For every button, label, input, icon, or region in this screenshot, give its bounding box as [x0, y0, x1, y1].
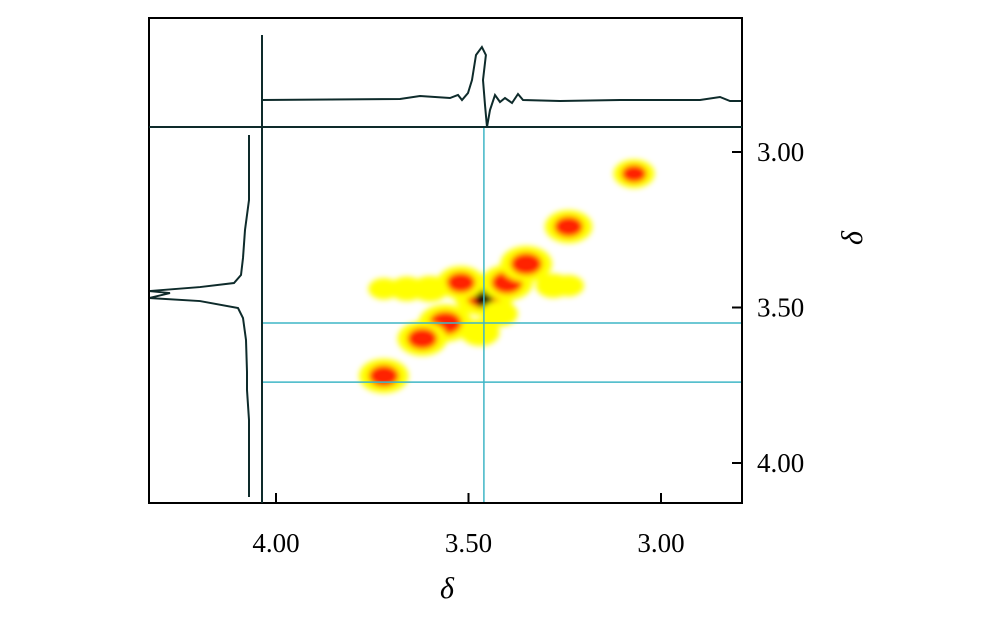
peak-13-outer [368, 278, 400, 300]
peak-4-mid [407, 327, 438, 350]
plot-frame [148, 17, 743, 504]
y-tick-label-0: 3.00 [757, 137, 804, 167]
x-tick-label-0: 4.00 [252, 528, 299, 558]
peak-8-mid [621, 164, 647, 183]
peak-10-outer [389, 276, 425, 301]
outer-frame [148, 17, 743, 504]
y-tick-label-2: 4.00 [757, 448, 804, 478]
x-axis-label: δ [440, 572, 455, 605]
axis-ticks: 4.00 3.50 3.00 3.00 3.50 4.00 [252, 137, 804, 558]
peak-7-mid [368, 365, 399, 387]
cursor-lines [262, 127, 742, 503]
y-axis-label: δ [836, 230, 869, 245]
peak-15-outer [480, 300, 518, 327]
peak-12-outer [460, 318, 500, 346]
x-tick-label-1: 3.50 [445, 528, 492, 558]
peak-2-mid [446, 272, 476, 293]
peak-6-mid [554, 216, 584, 237]
heatmap-peaks [359, 159, 655, 394]
left-projection-trace [148, 135, 250, 497]
x-tick-label-2: 3.00 [637, 528, 684, 558]
peak-5-mid [510, 252, 542, 276]
y-tick-label-1: 3.50 [757, 293, 804, 323]
peak-14-outer [553, 275, 585, 297]
